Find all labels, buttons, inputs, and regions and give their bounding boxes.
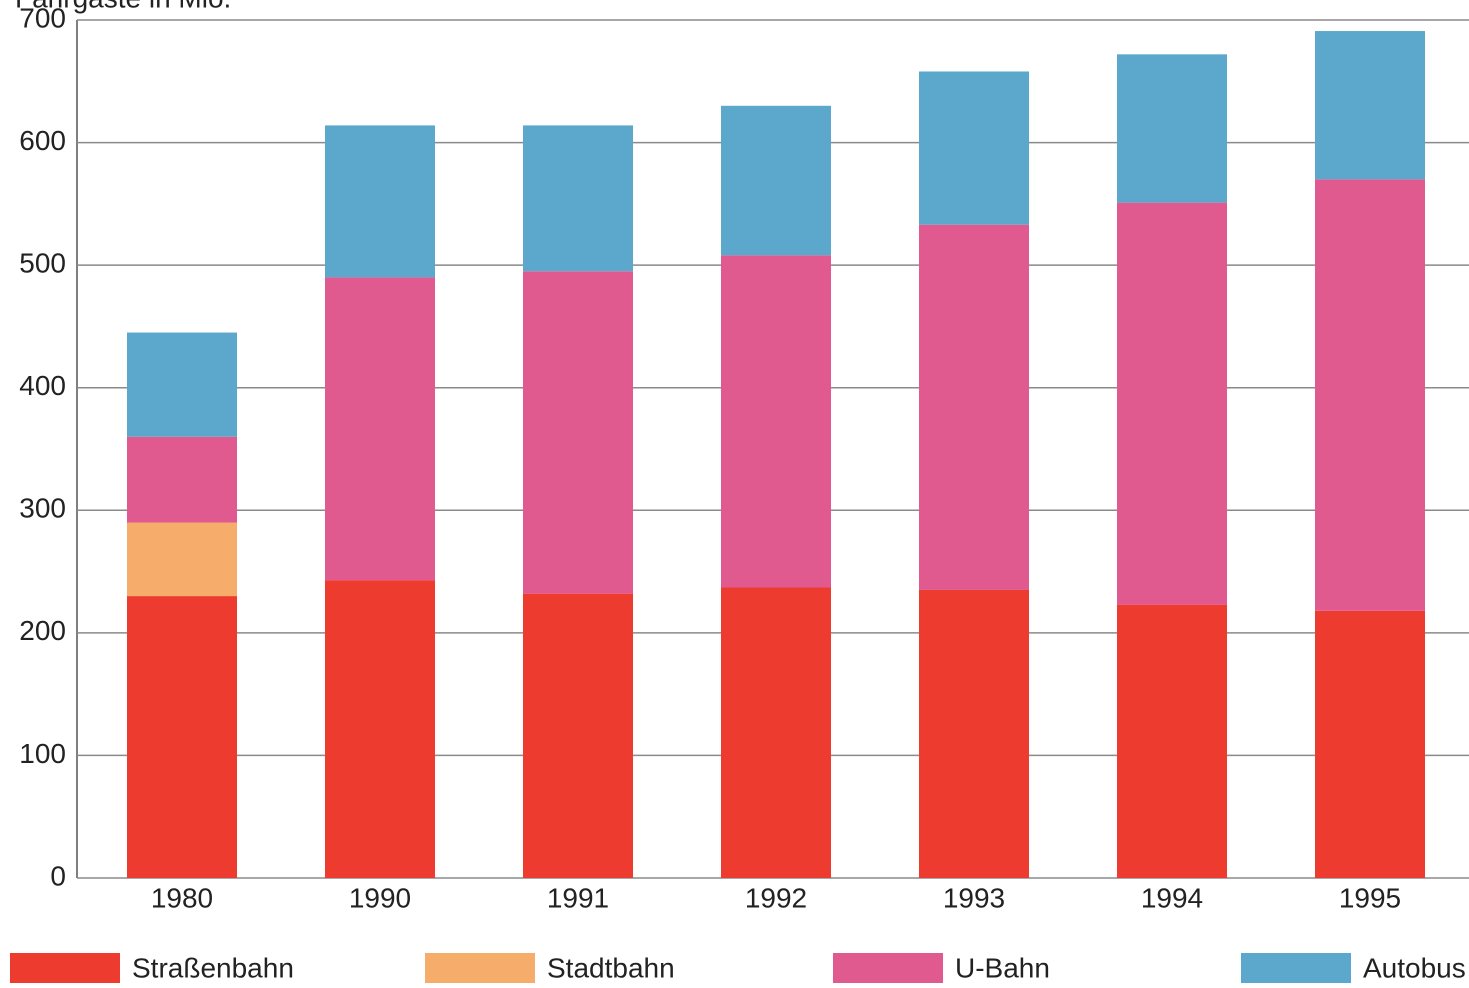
legend-label: Straßenbahn: [132, 952, 294, 983]
bar-segment: [919, 224, 1029, 590]
bar-segment: [1315, 31, 1425, 180]
y-tick-label: 200: [19, 615, 66, 646]
x-tick-label: 1990: [349, 882, 411, 913]
legend-swatch: [1241, 953, 1351, 983]
legend-swatch: [10, 953, 120, 983]
legend-swatch: [833, 953, 943, 983]
x-tick-label: 1992: [745, 882, 807, 913]
legend-label: U-Bahn: [955, 952, 1050, 983]
bar-segment: [325, 125, 435, 278]
x-tick-label: 1993: [943, 882, 1005, 913]
legend-swatch: [425, 953, 535, 983]
x-tick-label: 1991: [547, 882, 609, 913]
bar-segment: [919, 71, 1029, 225]
x-tick-label: 1980: [151, 882, 213, 913]
bar-segment: [1117, 604, 1227, 878]
bar-segment: [721, 255, 831, 588]
bar-segment: [127, 332, 237, 437]
bar-segment: [127, 596, 237, 878]
y-tick-label: 600: [19, 125, 66, 156]
bar-segment: [325, 277, 435, 581]
bar-segment: [127, 522, 237, 597]
bar-segment: [523, 125, 633, 272]
bar-segment: [721, 105, 831, 256]
y-tick-label: 100: [19, 738, 66, 769]
y-tick-label: 0: [50, 860, 66, 891]
bar-segment: [1315, 179, 1425, 611]
x-tick-label: 1995: [1339, 882, 1401, 913]
bar-segment: [919, 589, 1029, 878]
y-tick-label: 300: [19, 493, 66, 524]
bar-segment: [127, 436, 237, 523]
bar-segment: [1315, 610, 1425, 878]
y-tick-label: 400: [19, 370, 66, 401]
bar-segment: [1117, 54, 1227, 203]
legend-label: Autobus: [1363, 952, 1466, 983]
legend-label: Stadtbahn: [547, 952, 675, 983]
bar-segment: [1117, 202, 1227, 605]
chart-title: Fahrgäste in Mio.: [15, 0, 231, 13]
bar-segment: [523, 271, 633, 594]
bar-segment: [523, 593, 633, 878]
y-tick-label: 500: [19, 248, 66, 279]
bar-segment: [721, 587, 831, 878]
bar-segment: [325, 580, 435, 878]
y-tick-label: 700: [19, 2, 66, 33]
x-tick-label: 1994: [1141, 882, 1203, 913]
